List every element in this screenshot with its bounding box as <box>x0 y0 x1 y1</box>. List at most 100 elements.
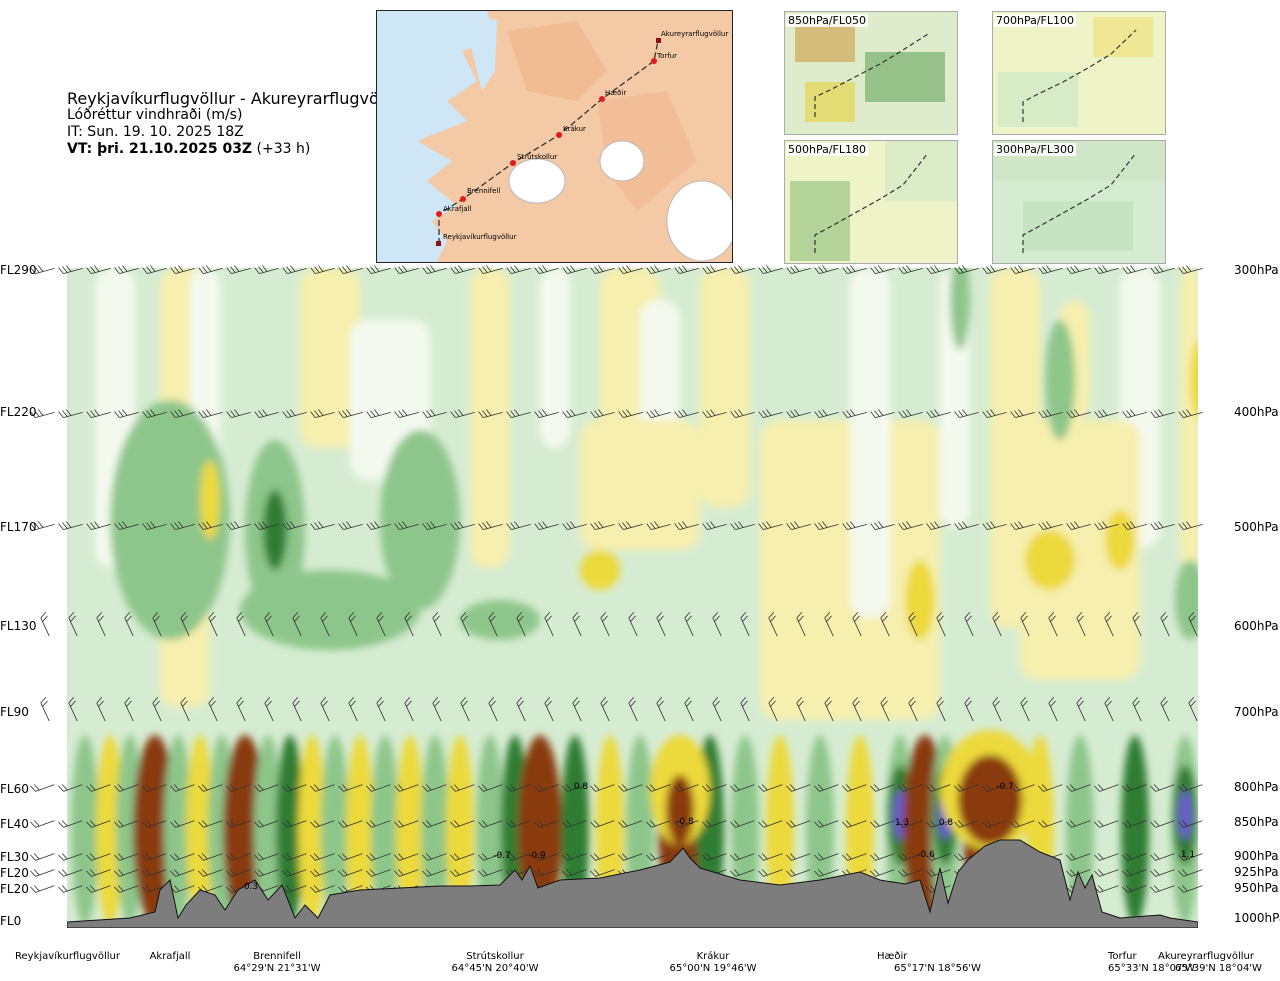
wind-barb <box>562 853 587 861</box>
wind-barb <box>712 611 722 637</box>
level-left-fl130: FL130 <box>0 619 37 633</box>
wind-barb <box>618 784 643 792</box>
wind-barb <box>1122 853 1147 861</box>
wind-barb <box>814 853 839 861</box>
wind-barb <box>684 696 694 722</box>
wind-barb <box>908 611 918 637</box>
route-map-svg: Akureyrarflugvöllur Torfur Hæðir Krákur … <box>377 11 732 262</box>
wind-barb <box>282 265 307 274</box>
wind-barb <box>786 869 811 877</box>
wind-barb <box>1048 611 1058 637</box>
wind-barb <box>898 521 923 530</box>
wind-barb <box>310 869 335 877</box>
wind-barb <box>1150 820 1175 828</box>
wind-barb <box>590 820 615 828</box>
wind-barb <box>982 521 1007 530</box>
wind-barb <box>450 521 475 530</box>
wind-barb <box>478 521 503 530</box>
waypoint-name: Akrafjall <box>149 951 191 962</box>
thumb-500hpa-svg <box>785 141 957 263</box>
wind-barb <box>590 265 615 274</box>
wind-barb <box>394 820 419 828</box>
wind-barb <box>870 853 895 861</box>
wind-barb <box>842 784 867 792</box>
wind-barb <box>562 409 587 418</box>
wind-barb <box>1150 521 1175 530</box>
wind-barb <box>450 853 475 861</box>
wind-barb <box>376 696 386 722</box>
wind-barb <box>842 265 867 274</box>
wind-barb <box>422 409 447 418</box>
wind-barb <box>478 265 503 274</box>
wind-barb <box>1094 521 1119 530</box>
wind-barb <box>58 521 83 530</box>
wind-barb <box>786 521 811 530</box>
value-annotation: 0.8 <box>574 782 589 792</box>
thumb-300hpa-label: 300hPa/FL300 <box>994 143 1077 156</box>
wind-barb <box>320 611 330 637</box>
wind-barb <box>488 611 498 637</box>
map-label-torfur: Torfur <box>656 52 677 60</box>
wind-barb <box>534 265 559 274</box>
wind-barb <box>712 696 722 722</box>
thumb-700hpa[interactable]: 700hPa/FL100 <box>992 11 1166 135</box>
wind-barb <box>338 853 363 861</box>
value-annotation: 0.3 <box>244 882 258 892</box>
map-label-reykjavik: Reykjavíkurflugvöllur <box>443 233 517 241</box>
wind-barb <box>1160 696 1170 722</box>
wind-barb <box>702 820 727 828</box>
waypoint-name: Reykjavíkurflugvöllur <box>15 951 120 962</box>
wind-barb <box>786 820 811 828</box>
wind-barb <box>338 784 363 792</box>
wind-barb <box>814 784 839 792</box>
wind-barb <box>114 784 139 792</box>
wind-barb <box>236 696 246 722</box>
wind-barb <box>600 611 610 637</box>
wind-barb <box>310 853 335 861</box>
wind-barb <box>68 696 78 722</box>
wind-barb <box>814 521 839 530</box>
thumb-500hpa[interactable]: 500hPa/FL180 <box>784 140 958 264</box>
wind-barb <box>954 820 979 828</box>
wind-barb <box>786 853 811 861</box>
wind-barb <box>1178 784 1203 792</box>
wind-barb <box>982 409 1007 418</box>
wind-barb <box>30 885 55 893</box>
wind-barb <box>898 265 923 274</box>
wind-barb <box>58 820 83 828</box>
wind-barb <box>1048 696 1058 722</box>
wind-barb <box>730 521 755 530</box>
wind-barb <box>1122 784 1147 792</box>
wind-barb <box>842 820 867 828</box>
wind-barb <box>422 869 447 877</box>
wind-barb <box>478 820 503 828</box>
wind-barb <box>618 853 643 861</box>
wind-barb <box>926 853 951 861</box>
wind-barb <box>30 784 55 792</box>
thumb-300hpa[interactable]: 300hPa/FL300 <box>992 140 1166 264</box>
wind-barb <box>1010 265 1035 274</box>
wind-barb <box>926 784 951 792</box>
wind-barb <box>1094 853 1119 861</box>
wind-barb <box>534 784 559 792</box>
wind-barb <box>170 820 195 828</box>
wind-barb <box>338 409 363 418</box>
wind-barb <box>702 853 727 861</box>
wind-barb <box>422 265 447 274</box>
wind-barb <box>898 869 923 877</box>
wind-barb <box>1122 521 1147 530</box>
wind-barb <box>310 784 335 792</box>
thumb-850hpa[interactable]: 850hPa/FL050 <box>784 11 958 135</box>
valid-time-label: VT: þri. 21.10.2025 03Z <box>67 141 253 157</box>
thumb-700hpa-label: 700hPa/FL100 <box>994 14 1077 27</box>
wind-barb <box>1010 409 1035 418</box>
waypoint-coord: 65°00'N 19°46'W <box>669 963 757 974</box>
level-right-850: 850hPa <box>1234 815 1279 829</box>
wind-barb <box>58 409 83 418</box>
waypoint-strutskollur: Strútskollur 64°45'N 20°40'W <box>450 951 540 975</box>
thumb-500hpa-label: 500hPa/FL180 <box>786 143 869 156</box>
route-title: Reykjavíkurflugvöllur - Akureyrarflugvöl… <box>67 89 405 108</box>
wind-barb <box>534 869 559 877</box>
wind-barb <box>338 265 363 274</box>
wind-barb <box>880 696 890 722</box>
